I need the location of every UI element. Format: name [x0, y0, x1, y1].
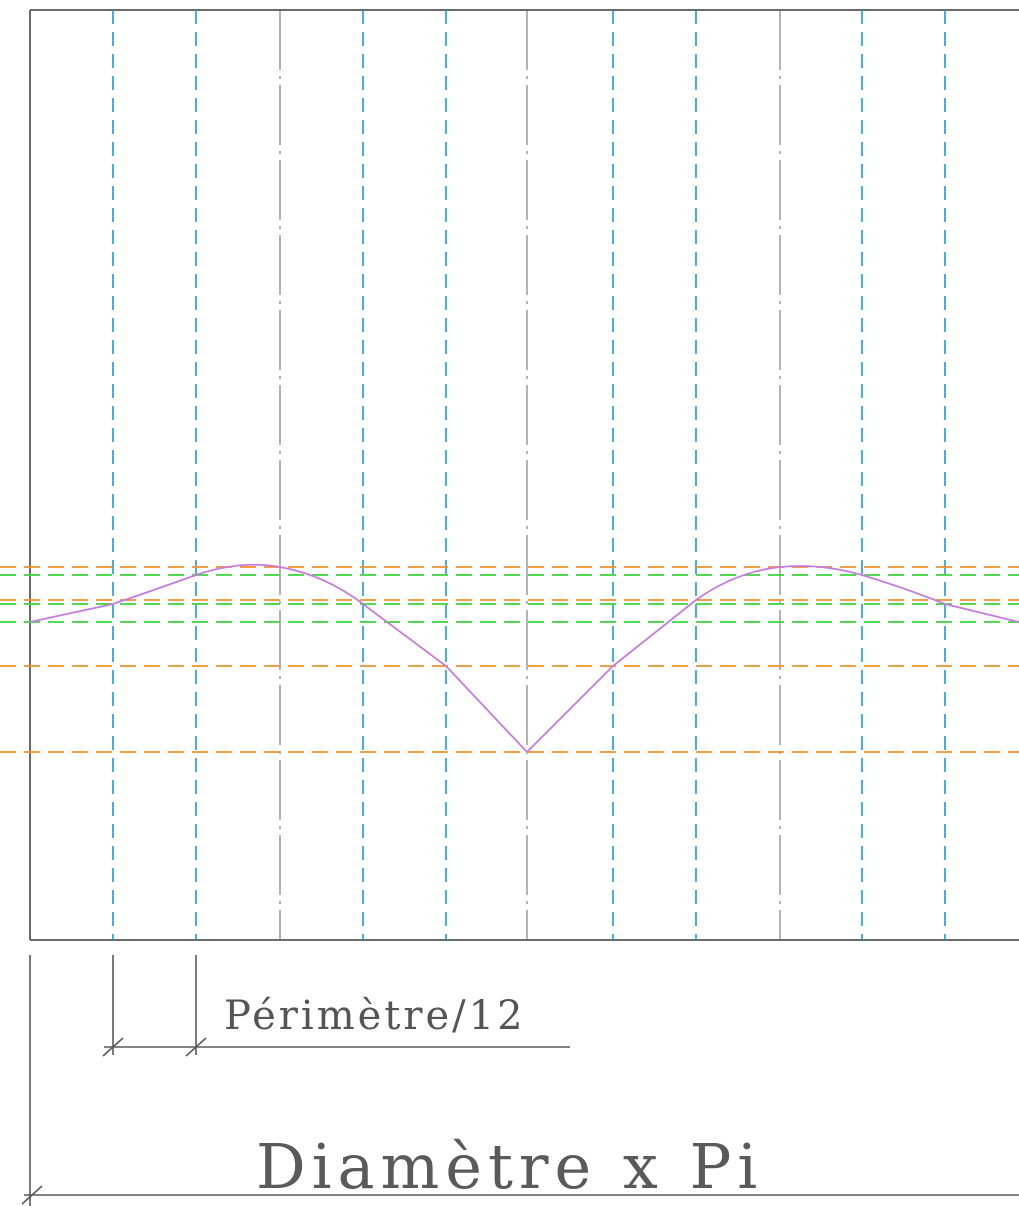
dimension-tick — [185, 1037, 207, 1057]
total-dimension: Diamètre x Pi — [21, 955, 1019, 1206]
construction-lines — [0, 566, 1019, 753]
drawing-frame — [29, 9, 1019, 941]
development-curve — [29, 563, 1019, 754]
division-label: Périmètre/12 — [224, 993, 526, 1039]
division-lines — [112, 10, 946, 940]
total-label: Diamètre x Pi — [256, 1130, 763, 1203]
dimension-tick — [102, 1037, 124, 1057]
axis-lines — [279, 10, 781, 940]
dimension-tick — [21, 1185, 43, 1205]
division-dimension: Périmètre/12 — [102, 955, 570, 1057]
